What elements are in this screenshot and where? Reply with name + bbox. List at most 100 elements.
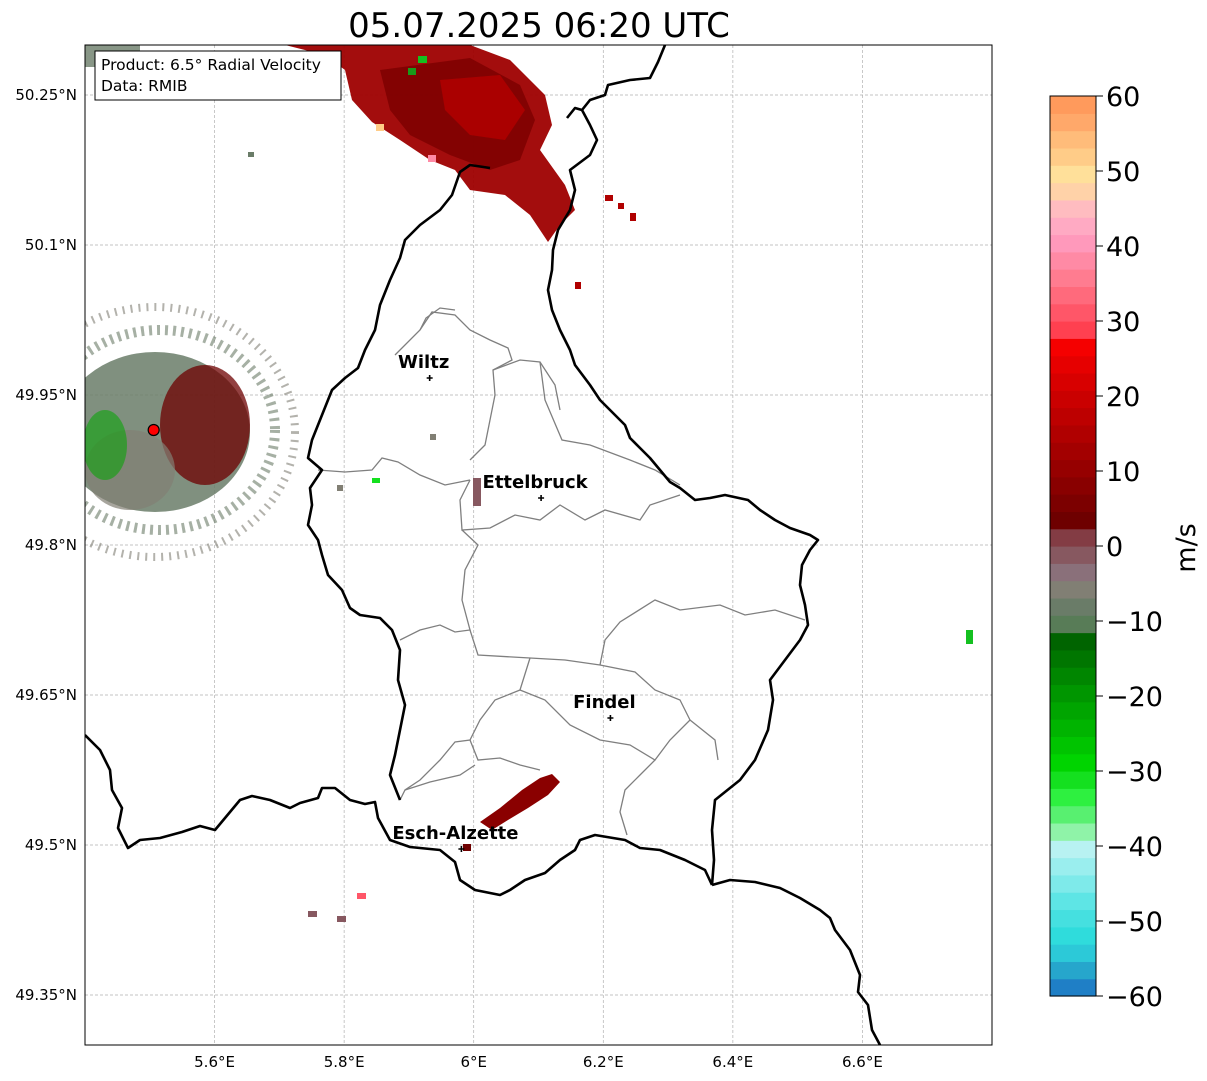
- colorbar-segment: [1050, 390, 1096, 409]
- colorbar-segment: [1050, 840, 1096, 859]
- colorbar-tick-label: 20: [1106, 382, 1140, 413]
- echo-speck: [463, 844, 471, 851]
- echo-speck: [473, 478, 481, 506]
- colorbar-segment: [1050, 494, 1096, 512]
- colorbar-segment: [1050, 96, 1096, 114]
- colorbar-tick-label: −60: [1106, 982, 1163, 1013]
- echo-speck: [618, 203, 624, 209]
- echo-speck: [430, 434, 436, 440]
- colorbar-segment: [1050, 355, 1096, 374]
- city-findel: Findel: [573, 692, 636, 721]
- echo-speck: [428, 155, 436, 162]
- city-marker: [426, 375, 433, 381]
- colorbar-tick-label: 30: [1106, 307, 1140, 338]
- lon-tick-label: 6.4°E: [712, 1053, 753, 1071]
- colorbar-segment: [1050, 372, 1096, 391]
- lon-tick-label: 5.6°E: [194, 1053, 235, 1071]
- city-marker: [538, 495, 545, 501]
- city-esch-alzette: Esch-Alzette: [392, 823, 518, 852]
- echo-speck: [966, 630, 973, 644]
- echo-speck: [357, 893, 366, 899]
- figure-title: 05.07.2025 06:20 UTC: [348, 6, 730, 46]
- lat-tick-label: 50.25°N: [15, 86, 77, 104]
- colorbar-segment: [1050, 822, 1096, 841]
- echo-speck: [337, 916, 346, 922]
- colorbar-segment: [1050, 978, 1096, 997]
- colorbar-tick-label: 60: [1106, 82, 1140, 113]
- colorbar-segment: [1050, 805, 1096, 824]
- lat-tick-label: 49.95°N: [15, 386, 77, 404]
- colorbar-segment: [1050, 217, 1096, 236]
- colorbar-segment: [1050, 321, 1096, 339]
- colorbar-segment: [1050, 892, 1096, 911]
- colorbar-segment: [1050, 736, 1096, 755]
- colorbar-segment: [1050, 199, 1096, 218]
- lon-tick-label: 6°E: [460, 1053, 487, 1071]
- echo-north-highlight: [440, 75, 525, 140]
- velocity-echoes: [85, 45, 973, 922]
- colorbar-segment: [1050, 442, 1096, 461]
- lat-tick-label: 49.5°N: [25, 836, 77, 854]
- city-label: Findel: [573, 692, 636, 713]
- colorbar-segment: [1050, 234, 1096, 253]
- info-box-frame: [94, 50, 342, 101]
- echo-south-band: [480, 774, 560, 830]
- colorbar-tick-label: 40: [1106, 232, 1140, 263]
- radar-near-field-echoes: [85, 303, 299, 561]
- map-content: Wiltz Ettelbruck Findel Esch-Alzette: [85, 45, 973, 1045]
- map-frame: [84, 44, 993, 1046]
- echo-speck: [408, 68, 416, 75]
- colorbar-segment: [1050, 701, 1096, 720]
- colorbar-tick-label: −20: [1106, 682, 1163, 713]
- colorbar-segment: [1050, 113, 1096, 132]
- colorbar-segment: [1050, 147, 1096, 166]
- colorbar-segment: [1050, 459, 1096, 478]
- colorbar-tick-label: 0: [1106, 532, 1123, 563]
- cantonal-boundaries: [317, 307, 806, 836]
- lon-tick-label: 5.8°E: [324, 1053, 365, 1071]
- national-borders: [85, 45, 882, 1045]
- colorbar-segment: [1050, 182, 1096, 201]
- radar-site-marker: [147, 423, 160, 437]
- colorbar-segment: [1050, 597, 1096, 616]
- colorbar-segment: [1050, 130, 1096, 149]
- echo-speck: [418, 56, 427, 63]
- city-markers: Wiltz Ettelbruck Findel Esch-Alzette: [392, 352, 636, 852]
- colorbar-segment: [1050, 251, 1096, 270]
- colorbar-segment: [1050, 338, 1096, 357]
- colorbar-segment: [1050, 753, 1096, 772]
- colorbar-segment: [1050, 944, 1096, 962]
- colorbar-label: m/s: [1171, 523, 1202, 572]
- info-data-source: Data: RMIB: [101, 77, 188, 95]
- colorbar-tick-label: 50: [1106, 157, 1140, 188]
- colorbar-segment: [1050, 546, 1096, 564]
- city-wiltz: Wiltz: [398, 352, 449, 381]
- colorbar-segment: [1050, 961, 1096, 980]
- city-marker: [458, 846, 465, 852]
- colorbar-segment: [1050, 476, 1096, 495]
- lat-tick-label: 49.65°N: [15, 686, 77, 704]
- echo-speck: [575, 282, 581, 289]
- colorbar-segment: [1050, 286, 1096, 305]
- colorbar-segment: [1050, 926, 1096, 945]
- colorbar-segment: [1050, 857, 1096, 876]
- colorbar-segment: [1050, 165, 1096, 184]
- colorbar-tick-label: −40: [1106, 832, 1163, 863]
- lon-tick-label: 6.2°E: [583, 1053, 624, 1071]
- colorbar-segment: [1050, 303, 1096, 322]
- city-marker: [607, 715, 614, 721]
- axis-ticks: 5.6°E 5.8°E 6°E 6.2°E 6.4°E 6.6°E 50.25°N 50.1°…: [15, 86, 883, 1071]
- lat-tick-label: 50.1°N: [25, 236, 77, 254]
- info-box: Product: 6.5° Radial Velocity Data: RMIB: [94, 50, 342, 101]
- echo-speck: [248, 152, 254, 157]
- colorbar-segment: [1050, 719, 1096, 737]
- colorbar-segment: [1050, 424, 1096, 443]
- info-product: Product: 6.5° Radial Velocity: [101, 56, 321, 74]
- city-ettelbruck: Ettelbruck: [483, 472, 589, 501]
- colorbar-segment: [1050, 771, 1096, 789]
- colorbar-segment: [1050, 874, 1096, 893]
- echo-speck: [605, 195, 613, 201]
- colorbar-segment: [1050, 788, 1096, 807]
- colorbar-segment: [1050, 615, 1096, 634]
